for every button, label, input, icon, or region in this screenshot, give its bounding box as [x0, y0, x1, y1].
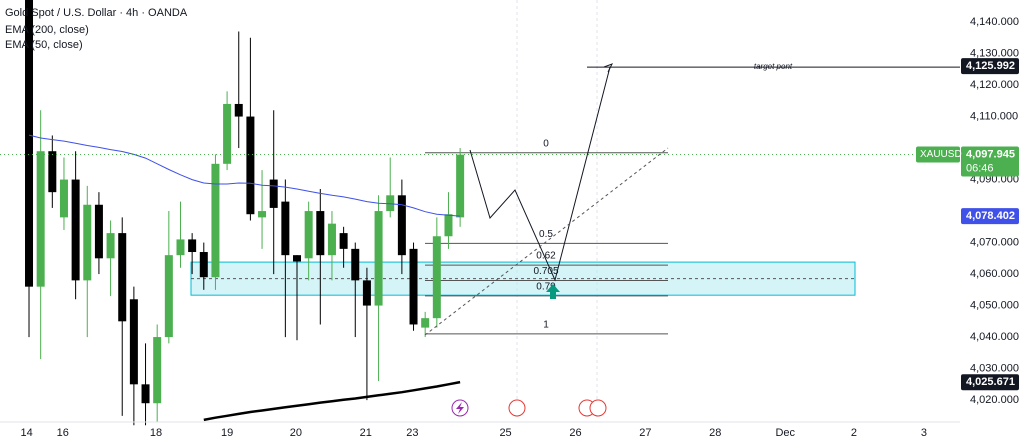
candle-body: [421, 318, 430, 328]
candle-body: [304, 211, 313, 259]
x-tick-label: 28: [709, 427, 721, 439]
y-tick-label: 4,030.000: [970, 362, 1019, 374]
chart-title: Gold Spot / U.S. Dollar · 4h · OANDA: [5, 7, 188, 19]
candle-body: [339, 233, 348, 249]
x-tick-label: 19: [221, 427, 233, 439]
plot: 0 0.5 0.62 0.705 0.79 1 target pont: [0, 0, 960, 426]
x-tick-label: 16: [57, 427, 69, 439]
event-icon[interactable]: [589, 399, 607, 417]
candle-body: [269, 179, 278, 208]
x-tick-label: 2: [851, 427, 857, 439]
event-icon[interactable]: [508, 399, 526, 417]
price-countdown: 06:46: [966, 162, 994, 174]
candle-body: [211, 163, 220, 278]
x-tick-label: 21: [360, 427, 372, 439]
price-label: 4,097.945: [966, 148, 1015, 160]
candle-body: [118, 233, 127, 322]
y-tick-label: 4,140.000: [970, 16, 1019, 28]
candle-body: [456, 154, 465, 218]
x-tick-label: 27: [639, 427, 651, 439]
candle-body: [234, 103, 243, 117]
price-label-box: [961, 374, 1019, 391]
candle-body: [444, 214, 453, 237]
price-label: 4,025.671: [966, 376, 1015, 388]
indicator-label: EMA (50, close): [5, 39, 83, 51]
ema-line: [203, 380, 461, 422]
candle-body: [176, 239, 185, 256]
x-tick-label: 3: [921, 427, 927, 439]
candle-body: [432, 236, 441, 319]
event-icon-bolt: [456, 402, 464, 414]
candle-body: [316, 211, 325, 256]
candle-body: [164, 255, 173, 338]
fib-label: 0: [543, 138, 549, 149]
candle-body: [258, 211, 267, 218]
x-tick-label: Dec: [775, 427, 795, 439]
symbol-label: XAUUSD: [920, 149, 962, 160]
candle-body: [106, 233, 115, 259]
x-tick-label: 26: [569, 427, 581, 439]
candle-body: [36, 151, 45, 287]
candle-body: [374, 211, 383, 306]
x-tick-label: 20: [290, 427, 302, 439]
candle-body: [293, 255, 302, 262]
y-tick-label: 4,130.000: [970, 47, 1019, 59]
y-tick-label: 4,020.000: [970, 394, 1019, 406]
x-tick-label: 23: [406, 427, 418, 439]
candle-body: [71, 179, 80, 281]
x-tick-label: 18: [150, 427, 162, 439]
arrow-head: [603, 63, 614, 73]
candle-body: [362, 280, 371, 306]
candle-body: [386, 195, 395, 212]
candle-body: [153, 337, 162, 404]
price-label-box: [961, 146, 1019, 177]
candle-body: [83, 204, 92, 281]
candle-body: [25, 0, 34, 287]
candle-body: [48, 151, 57, 193]
indicator-label: EMA (200, close): [5, 24, 89, 36]
y-tick-label: 4,040.000: [970, 331, 1019, 343]
candle-body: [59, 179, 68, 218]
target-label: target pont: [754, 62, 793, 71]
y-tick-label: 4,050.000: [970, 299, 1019, 311]
candle-body: [223, 103, 232, 164]
candle-body: [327, 223, 336, 256]
candle-body: [141, 384, 150, 404]
ema-line: [28, 134, 461, 217]
price-label-box: [961, 208, 1019, 225]
x-tick-label: 25: [499, 427, 511, 439]
price-label: 4,078.402: [966, 210, 1015, 222]
candle-body: [129, 299, 138, 385]
price-label: 4,125.992: [966, 60, 1015, 72]
fib-label: 0.705: [533, 266, 558, 277]
x-tick-label: 14: [21, 427, 33, 439]
y-tick-label: 4,120.000: [970, 79, 1019, 91]
fib-label: 0.62: [536, 251, 556, 262]
candle-body: [397, 195, 406, 256]
candle-body: [409, 248, 418, 325]
candle-body: [188, 239, 197, 253]
y-tick-label: 4,060.000: [970, 268, 1019, 280]
y-tick-label: 4,110.000: [970, 110, 1018, 122]
y-tick-label: 4,070.000: [970, 236, 1019, 248]
arrow-icon: [546, 284, 560, 299]
candle-body: [246, 116, 255, 215]
fib-label: 1: [543, 320, 549, 331]
candle-body: [281, 201, 290, 256]
fib-label: 0.79: [536, 282, 556, 293]
candle-body: [94, 204, 103, 259]
fib-label: 0.5: [539, 229, 553, 240]
path-drawing: [469, 66, 611, 282]
candle-body: [199, 252, 208, 278]
price-label-box: [961, 58, 1019, 75]
symbol-box: [916, 146, 960, 163]
candle-body: [351, 248, 360, 281]
